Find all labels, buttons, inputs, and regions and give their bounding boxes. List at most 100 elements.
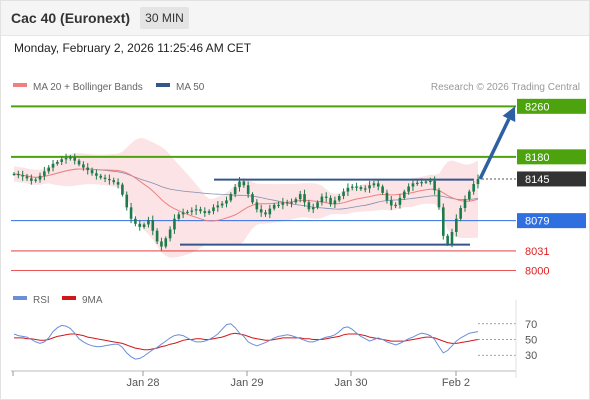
candle [181,208,185,219]
candle [446,233,449,246]
ma50-legend-swatch [156,83,170,87]
candle [468,189,471,202]
candle [277,201,280,208]
candle [298,190,302,203]
candle [242,178,246,188]
copyright-text: Research © 2026 Trading Central [431,82,580,93]
candle [190,207,194,215]
price-tag-bg [517,98,586,114]
ma20-legend-label: MA 20 + Bollinger Bands [33,82,143,93]
candle [138,220,142,231]
ma50-legend-label: MA 50 [176,82,205,93]
candle [320,193,324,206]
x-tick-label: Jan 30 [334,377,367,389]
candle [472,180,475,195]
instrument-title: Cac 40 (Euronext) [11,10,131,26]
x-tick-label: Jan 28 [126,377,159,389]
candle [294,197,298,205]
candle [255,199,259,213]
rsi-tick-70: 70 [525,319,537,331]
candle [342,188,345,200]
forecast-arrow-shaft [478,118,511,180]
forecast-arrow-head [502,106,516,122]
candle [47,165,50,174]
candle [268,204,272,219]
candle [60,156,64,166]
candle [186,209,189,215]
candle [398,194,402,209]
candle [433,176,436,195]
bollinger-band-area [14,138,478,258]
price-tag-8079: 8079 [517,213,586,229]
candle [463,195,467,212]
rsi-tick-30: 30 [525,350,537,362]
candle [415,180,419,186]
price-label-8000: 8000 [525,266,549,278]
candle [142,222,146,229]
candle [407,183,410,195]
candle [346,183,350,196]
candle [203,207,207,217]
candle [12,172,16,176]
candle [212,204,215,215]
rsi-line [13,323,479,360]
candle [389,196,393,210]
candle [359,185,363,191]
candle [285,199,289,207]
candle [272,202,276,211]
candle [121,182,124,197]
candle [333,196,337,208]
price-tag-8260: 8260 [517,98,586,114]
candle [281,197,285,210]
candle [233,184,237,198]
price-tag-bg [517,213,586,229]
candle [155,228,159,244]
price-tag-bg [517,171,586,187]
candle [376,179,380,191]
candle [316,200,319,210]
candle [337,194,341,203]
candle [428,177,432,185]
candle [25,173,29,181]
candle [160,237,163,251]
candle [21,170,24,181]
price-tag-text: 8079 [525,216,549,228]
candle [173,214,176,234]
candle [311,203,315,214]
price-tag-8145: 8145 [517,171,586,187]
timeframe-badge[interactable]: 30 MIN [140,7,189,29]
candle [34,177,37,183]
price-tag-text: 8145 [525,174,549,186]
ma9-legend-swatch [62,296,76,300]
candle [95,169,98,180]
candle [151,215,155,236]
candle [73,153,77,165]
candle [216,201,220,212]
candle [350,184,354,191]
price-tag-bg [517,149,586,165]
rsi-legend-swatch [13,296,27,300]
candle [103,174,107,183]
candle [420,178,423,187]
candle [134,216,137,227]
rsi-legend-label: RSI [33,295,50,306]
price-tag-text: 8180 [525,152,549,164]
candle [259,204,263,217]
rsi-tick-50: 50 [525,335,537,347]
candle [363,185,367,193]
candle [30,174,33,185]
candle [168,226,172,242]
candle [225,196,228,208]
candle [99,173,103,180]
candle [459,205,462,222]
candle [238,177,241,192]
candle [129,202,133,224]
candle [246,181,250,198]
candle [164,236,168,249]
candle [264,209,267,217]
candle [220,201,224,208]
candle [424,179,428,184]
candle [43,166,46,181]
candle [368,180,371,193]
candle [147,216,150,228]
